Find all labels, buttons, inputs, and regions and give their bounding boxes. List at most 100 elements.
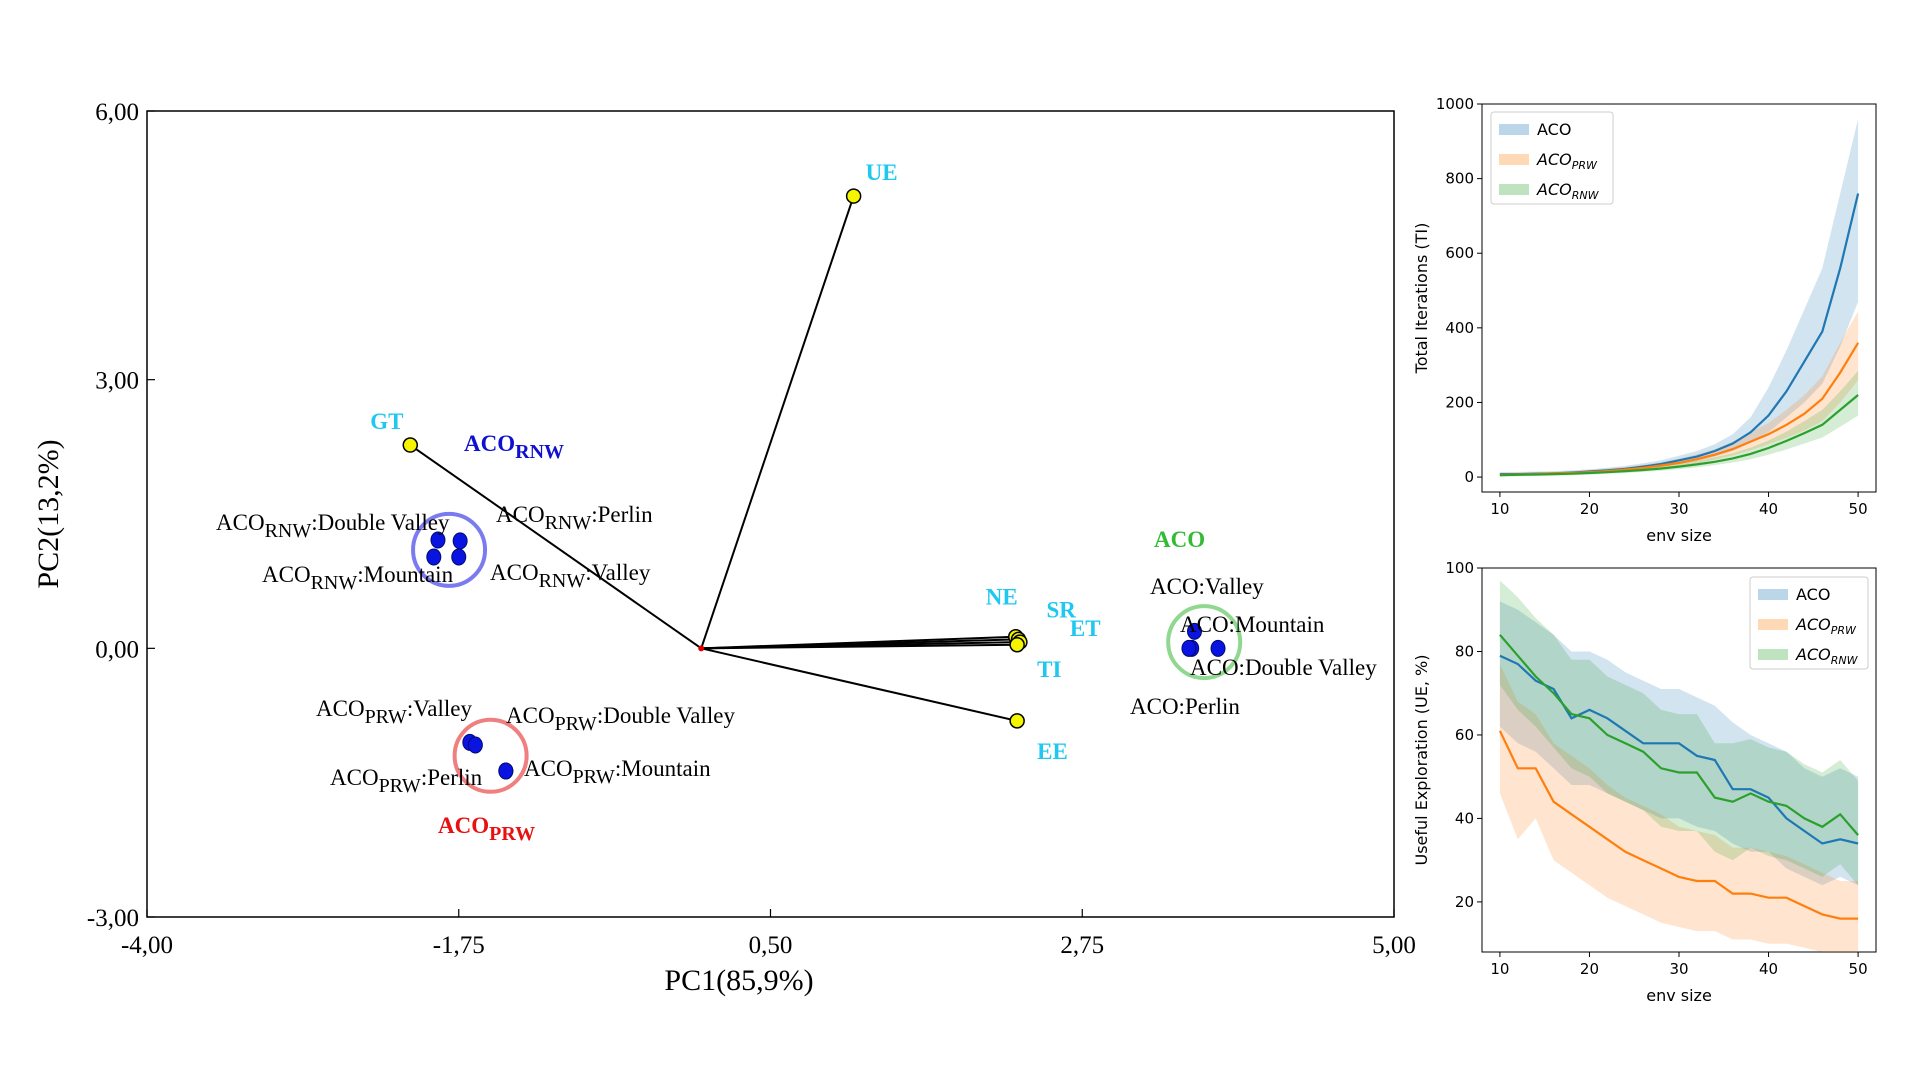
pca-loading-vectors [409,195,1020,722]
group-label-aco-prw: ACOPRW [438,813,535,845]
score-point [426,548,442,566]
ti-legend-swatch-aco-prw [1499,154,1529,165]
ti-line-chart: 10 20 30 40 50 0 200 400 600 800 1000 ACOACOPRWACO… [1412,95,1877,545]
ti-x-tick-label: 50 [1849,500,1868,518]
score-point [1181,639,1197,657]
annotation-aco-double-valley: ACO:Double Valley [1190,655,1377,680]
ue-y-tick-label: 20 [1455,893,1474,911]
ue-legend-swatch-aco [1758,589,1788,600]
ue-legend-frame [1749,576,1869,670]
loading-vector-ue [700,195,855,649]
ue-legend-label-aco: ACO [1796,585,1830,604]
variable-label-ti: TI [1037,657,1061,682]
ti-line-aco-rnw [1499,394,1859,477]
ue-band-aco-prw [1499,664,1859,952]
annotation-aco-mountain: ACO:Mountain [1180,612,1325,637]
score-point [451,548,467,566]
ti-y-tick-label: 800 [1445,170,1474,188]
ue-x-tick-label: 10 [1490,960,1509,978]
pca-y-tick-label: 6,00 [95,99,139,126]
ue-x-tick-label: 30 [1669,960,1688,978]
pca-y-axis-title: PC2(13,2%) [32,439,65,588]
variable-label-ee: EE [1037,739,1068,764]
annotation-prw-perlin: ACOPRW:Perlin [330,765,483,797]
pca-x-tick-label: 5,00 [1372,932,1416,959]
ti-y-tick-label: 600 [1445,244,1474,262]
ue-band-aco-rnw [1499,580,1859,886]
group-ring-acoprw [452,717,529,794]
pca-x-tick-label: 2,75 [1060,932,1104,959]
ti-y-axis-title: Total Iterations (TI) [1412,223,1431,375]
variable-label-gt: GT [370,409,403,434]
annotation-rnw-mountain: ACORNW:Mountain [262,562,454,594]
ti-y-tick-label: 400 [1445,319,1474,337]
loading-point-ti [1009,637,1025,653]
annotation-prw-double-valley: ACOPRW:Double Valley [506,703,736,735]
annotation-rnw-double-valley: ACORNW:Double Valley [216,510,450,542]
group-label-aco: ACO [1154,527,1205,552]
score-point [1186,622,1202,640]
score-point [1210,639,1226,657]
pca-score-points [426,531,1226,780]
ue-x-axis-title: env size [1646,986,1712,1005]
pca-loading-points [402,188,1028,729]
variable-label-ue: UE [866,160,898,185]
annotation-prw-mountain: ACOPRW:Mountain [524,756,711,788]
ti-series-lines [1499,193,1860,477]
pca-group-labels: ACO ACORNW ACOPRW [438,431,1205,845]
pca-group-rings [411,511,1243,794]
ti-band-aco-rnw [1499,370,1859,477]
pca-x-tick-label: -1,75 [433,932,485,959]
pca-annotations: ACO:Valley ACO:Mountain ACO:Double Valle… [216,502,1377,797]
ue-y-tick-label: 60 [1455,726,1474,744]
group-ring-acornw [411,511,488,588]
annotation-rnw-valley: ACORNW:Valley [490,560,651,592]
pca-ticks: -4,00 -1,75 0,50 2,75 5,00 -3,00 0,00 3,00 6,00 [87,99,1416,959]
ti-y-tick-label: 200 [1445,393,1474,411]
loading-point-ee [1009,713,1025,729]
annotation-prw-valley: ACOPRW:Valley [316,696,472,728]
ue-y-tick-label: 40 [1455,809,1474,827]
ti-y-tick-label: 1000 [1436,95,1474,113]
ue-ticks: 10 20 30 40 50 20 40 60 80 100 [1445,559,1867,978]
ti-x-tick-label: 10 [1490,500,1509,518]
variable-label-ne: NE [986,585,1018,610]
pca-y-tick-label: 0,00 [95,636,139,663]
pca-biplot: -4,00 -1,75 0,50 2,75 5,00-3,000,003,006,00 … [32,99,1416,997]
ue-line-aco-prw [1498,730,1859,920]
pca-y-tick-label: -3,00 [87,905,139,932]
ue-legend-swatch-aco-rnw [1758,649,1788,660]
pca-x-axis-title: PC1(85,9%) [664,964,813,997]
ti-x-axis-title: env size [1646,526,1712,545]
ti-x-tick-label: 30 [1669,500,1688,518]
group-label-aco-rnw: ACORNW [464,431,564,463]
loading-point-ue [845,188,862,204]
ue-series-lines [1498,634,1859,920]
variable-label-et: ET [1070,616,1101,641]
ue-y-axis-title: Useful Exploration (UE, %) [1412,655,1431,866]
ti-legend-swatch-aco [1499,124,1529,135]
annotation-aco-valley: ACO:Valley [1150,574,1264,599]
ue-y-tick-label: 80 [1455,642,1474,660]
variable-label-sr: SR [1047,597,1077,622]
ti-x-tick-label: 40 [1759,500,1778,518]
ti-legend-frame [1490,111,1614,205]
pca-origin-marker [698,645,705,652]
loading-vector-ti [701,643,1018,650]
loading-vector-gt [409,444,702,650]
ue-legend-swatch-aco-prw [1758,619,1788,630]
ti-legend-swatch-aco-rnw [1499,184,1529,195]
score-point [452,532,468,550]
ue-line-aco-rnw [1499,634,1859,836]
ue-x-tick-label: 20 [1580,960,1599,978]
score-point [498,762,514,780]
pca-x-tick-label: 0,50 [749,932,793,959]
annotation-aco-perlin: ACO:Perlin [1130,694,1240,719]
loading-point-gt [402,437,419,453]
ue-x-tick-label: 40 [1759,960,1778,978]
